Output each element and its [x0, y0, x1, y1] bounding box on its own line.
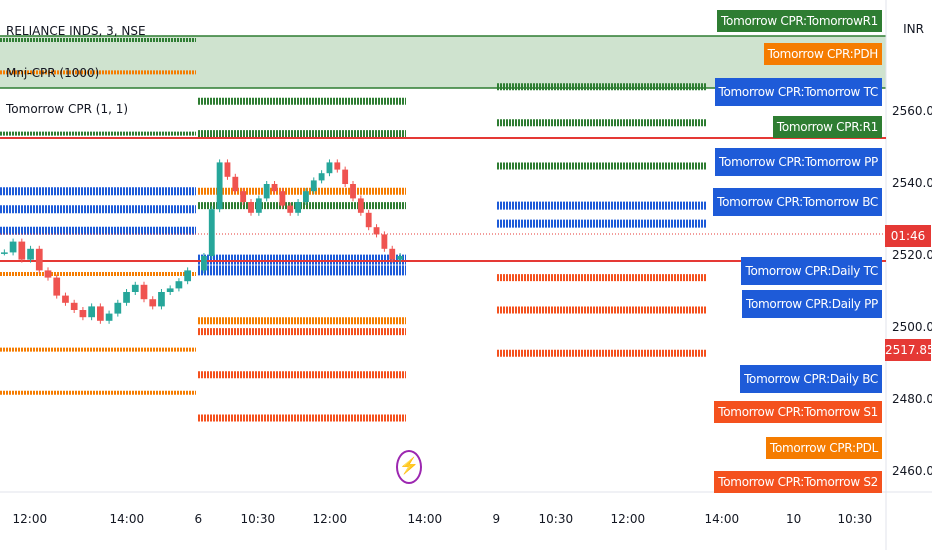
candle	[140, 284, 148, 300]
x-tick-label: 14:00	[407, 512, 443, 526]
x-tick-label: 12:00	[610, 512, 646, 526]
candle	[389, 248, 396, 260]
y-tick-label: 2500.00	[892, 320, 932, 334]
lightning-icon[interactable]: ⚡	[396, 450, 422, 484]
y-tick-label: 2480.00	[892, 392, 932, 406]
candle	[35, 248, 43, 271]
candle	[224, 162, 231, 177]
x-tick-label: 9	[492, 512, 501, 526]
x-tick-label: 10:30	[240, 512, 276, 526]
candle	[184, 270, 191, 282]
candle	[27, 248, 34, 260]
candle	[97, 306, 104, 321]
y-tick-label: 2460.00	[892, 464, 932, 478]
level-tag[interactable]: Tomorrow CPR:Daily PP	[741, 290, 882, 318]
candle	[240, 191, 247, 202]
candle	[105, 313, 113, 321]
candle	[381, 234, 388, 249]
level-tag[interactable]: Tomorrow CPR:Tomorrow BC	[713, 188, 882, 216]
level-tag[interactable]: Tomorrow CPR:PDH	[763, 43, 882, 65]
candle	[248, 202, 254, 213]
y-tick-label: 2540.00	[892, 176, 932, 190]
candle	[342, 169, 349, 184]
countdown-badge: 01:46	[885, 225, 931, 247]
candle	[263, 184, 270, 199]
level-tag[interactable]: Tomorrow CPR:PDL	[765, 437, 882, 459]
level-tag[interactable]: Tomorrow CPR:Daily BC	[740, 365, 882, 393]
x-tick-label: 14:00	[109, 512, 145, 526]
x-tick-label: 10:30	[837, 512, 873, 526]
candle	[158, 292, 165, 307]
candle	[279, 191, 286, 206]
level-tag[interactable]: Tomorrow CPR:Tomorrow TC	[714, 78, 882, 106]
level-tag[interactable]: Tomorrow CPR:Daily TC	[741, 257, 882, 285]
x-tick-label: 12:00	[12, 512, 48, 526]
candle	[175, 281, 183, 289]
y-tick-label: 2520.00	[892, 248, 932, 262]
candle	[295, 202, 301, 213]
level-tag[interactable]: Tomorrow CPR:Tomorrow PP	[715, 148, 882, 176]
candle	[201, 256, 207, 271]
x-tick-label: 14:00	[704, 512, 740, 526]
candle	[271, 184, 278, 192]
candle	[216, 162, 223, 210]
candle	[365, 212, 372, 228]
symbol-title[interactable]: RELIANCE INDS, 3, NSE	[6, 24, 146, 38]
candle	[255, 198, 262, 213]
candle	[357, 198, 364, 213]
candle	[149, 299, 157, 307]
level-tag[interactable]: Tomorrow CPR:Tomorrow S1	[714, 401, 882, 423]
currency-label: INR	[903, 22, 924, 36]
candle	[88, 306, 95, 318]
candle	[318, 173, 325, 181]
x-tick-label: 10:30	[538, 512, 574, 526]
candle	[70, 302, 78, 310]
last-price-badge: 2517.85	[885, 339, 932, 361]
candle	[9, 241, 17, 253]
candle	[44, 270, 52, 278]
indicator-mnj-cpr[interactable]: Mnj-CPR (1000)	[6, 66, 100, 80]
candle	[166, 288, 174, 292]
candle	[326, 162, 333, 174]
candle	[1, 252, 8, 254]
x-tick-label: 10	[786, 512, 802, 526]
candle	[208, 209, 215, 256]
candle	[79, 310, 87, 318]
indicator-tomorrow-cpr[interactable]: Tomorrow CPR (1, 1)	[6, 102, 129, 116]
candle	[114, 302, 122, 314]
candle	[373, 227, 380, 235]
level-tag[interactable]: Tomorrow CPR:TomorrowR1	[717, 10, 882, 32]
candle	[350, 184, 356, 199]
candle	[303, 191, 309, 202]
candle	[18, 241, 26, 260]
candle	[397, 256, 403, 260]
candle	[287, 205, 294, 213]
level-tag[interactable]: Tomorrow CPR:Tomorrow S2	[714, 471, 882, 493]
candle	[232, 176, 239, 192]
candle	[53, 277, 61, 296]
candle	[310, 180, 317, 192]
candle	[334, 162, 341, 170]
level-tag[interactable]: Tomorrow CPR:R1	[772, 116, 882, 138]
x-tick-label: 6	[194, 512, 203, 526]
candle	[131, 284, 139, 292]
y-tick-label: 2560.00	[892, 104, 932, 118]
candle	[123, 292, 130, 303]
x-tick-label: 12:00	[312, 512, 348, 526]
candle	[62, 295, 69, 303]
